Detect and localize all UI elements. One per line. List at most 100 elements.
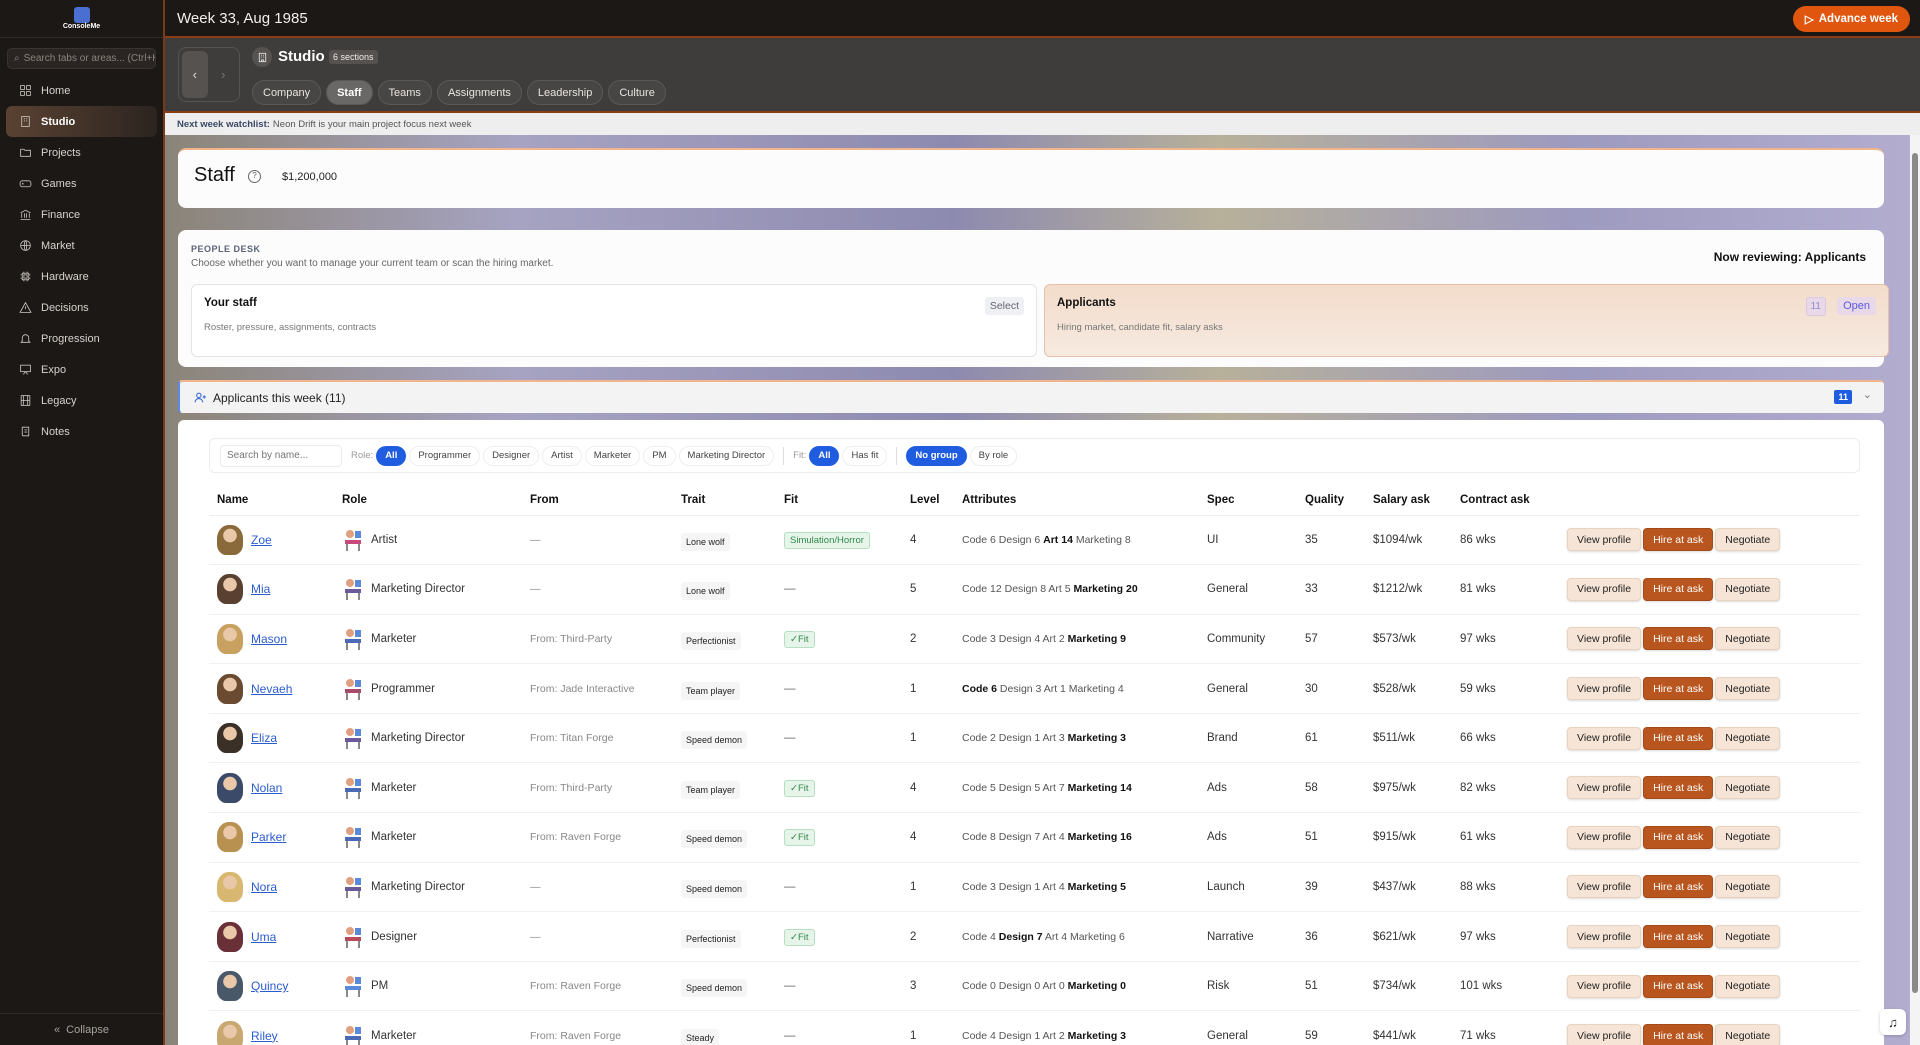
view-profile-button[interactable]: View profile [1567,726,1642,750]
forward-button[interactable]: › [221,67,226,82]
sidebar-item-notes[interactable]: Notes [6,416,157,447]
back-button[interactable]: ‹ [182,51,208,98]
chevron-down-icon[interactable]: ⌄ [1862,389,1872,401]
open-button[interactable]: Open [1837,297,1876,315]
hire-at-ask-button[interactable]: Hire at ask [1643,677,1714,701]
view-profile-button[interactable]: View profile [1567,925,1642,949]
top-bar: Week 33, Aug 1985 ▷ Advance week [165,0,1920,38]
negotiate-button[interactable]: Negotiate [1715,627,1781,651]
applicant-name-link[interactable]: Quincy [251,979,289,994]
sidebar-item-label: Notes [41,425,70,438]
tab-culture[interactable]: Culture [608,80,666,105]
tab-company[interactable]: Company [252,80,322,105]
applicant-name-link[interactable]: Parker [251,830,287,845]
applicants-section-header[interactable]: Applicants this week (11) 11 ⌄ [178,380,1884,413]
hire-at-ask-button[interactable]: Hire at ask [1643,974,1714,998]
hire-at-ask-button[interactable]: Hire at ask [1643,875,1714,899]
attributes-text: Code 5 Design 5 Art 7 Marketing 14 [962,781,1132,794]
trait-badge: Speed demon [681,879,748,898]
applicant-name-link[interactable]: Eliza [251,731,278,746]
sidebar-search-input[interactable]: ⌕ Search tabs or areas... (Ctrl+K) [7,48,156,69]
sidebar-item-expo[interactable]: Expo [6,354,157,385]
negotiate-button[interactable]: Negotiate [1715,925,1781,949]
search-by-name-input[interactable] [220,444,342,467]
hire-at-ask-button[interactable]: Hire at ask [1643,577,1714,601]
group-chip-no-group[interactable]: No group [906,445,967,466]
scrollbar[interactable] [1910,135,1920,1045]
sidebar-item-legacy[interactable]: Legacy [6,385,157,416]
role-chip-marketer[interactable]: Marketer [584,445,641,466]
tab-staff[interactable]: Staff [326,80,373,105]
hire-at-ask-button[interactable]: Hire at ask [1643,1024,1714,1045]
sidebar-item-home[interactable]: Home [6,75,157,106]
role-chip-marketing-director[interactable]: Marketing Director [678,445,775,466]
applicants-option[interactable]: Applicants Hiring market, candidate fit,… [1044,284,1889,357]
view-profile-button[interactable]: View profile [1567,974,1642,998]
advance-week-button[interactable]: ▷ Advance week [1792,6,1910,32]
column-header-level: Level [902,485,954,516]
collapse-button[interactable]: «Collapse [0,1013,163,1045]
applicant-name-link[interactable]: Mason [251,631,288,646]
negotiate-button[interactable]: Negotiate [1715,577,1781,601]
sidebar-item-market[interactable]: Market [6,230,157,261]
view-profile-button[interactable]: View profile [1567,627,1642,651]
scrollbar-thumb[interactable] [1912,153,1918,993]
fit-chip-has-fit[interactable]: Has fit [842,445,888,466]
tab-leadership[interactable]: Leadership [526,80,604,105]
tab-assignments[interactable]: Assignments [436,80,522,105]
view-profile-button[interactable]: View profile [1567,577,1642,601]
applicant-name-link[interactable]: Zoe [251,532,272,547]
sidebar-item-decisions[interactable]: Decisions [6,292,157,323]
negotiate-button[interactable]: Negotiate [1715,875,1781,899]
contract-cell: 86 wks [1452,515,1559,566]
negotiate-button[interactable]: Negotiate [1715,825,1781,849]
applicant-name-link[interactable]: Nora [251,879,278,894]
applicant-name-link[interactable]: Mia [251,582,271,597]
view-profile-button[interactable]: View profile [1567,776,1642,800]
fit-chip-all[interactable]: All [809,445,840,466]
role-chip-programmer[interactable]: Programmer [409,445,481,466]
view-profile-button[interactable]: View profile [1567,825,1642,849]
view-profile-button[interactable]: View profile [1567,528,1642,552]
help-icon[interactable]: ? [248,170,261,183]
sidebar-item-games[interactable]: Games [6,168,157,199]
negotiate-button[interactable]: Negotiate [1715,726,1781,750]
hire-at-ask-button[interactable]: Hire at ask [1643,925,1714,949]
applicant-name-link[interactable]: Nevaeh [251,681,293,696]
logo[interactable]: ConsoleMe [0,0,163,38]
view-profile-button[interactable]: View profile [1567,677,1642,701]
role-chip-artist[interactable]: Artist [542,445,582,466]
applicant-name-link[interactable]: Riley [251,1028,278,1043]
hire-at-ask-button[interactable]: Hire at ask [1643,627,1714,651]
role-chip-pm[interactable]: PM [643,445,676,466]
your-staff-option[interactable]: Your staff Roster, pressure, assignments… [191,284,1037,357]
applicant-name-link[interactable]: Uma [251,929,277,944]
negotiate-button[interactable]: Negotiate [1715,776,1781,800]
negotiate-button[interactable]: Negotiate [1715,974,1781,998]
role-text: Marketing Director [371,880,465,893]
hire-at-ask-button[interactable]: Hire at ask [1643,528,1714,552]
hire-at-ask-button[interactable]: Hire at ask [1643,776,1714,800]
music-button[interactable]: ♫ [1880,1009,1906,1035]
hire-at-ask-button[interactable]: Hire at ask [1643,825,1714,849]
sidebar-item-finance[interactable]: Finance [6,199,157,230]
avatar [217,574,243,605]
spec-cell: Narrative [1199,911,1297,962]
sidebar-item-progression[interactable]: Progression [6,323,157,354]
salary-cell: $441/wk [1365,1010,1452,1045]
negotiate-button[interactable]: Negotiate [1715,528,1781,552]
view-profile-button[interactable]: View profile [1567,1024,1642,1045]
applicant-name-link[interactable]: Nolan [251,780,283,795]
select-button[interactable]: Select [984,297,1024,315]
sidebar-item-studio[interactable]: Studio [6,106,157,137]
negotiate-button[interactable]: Negotiate [1715,1024,1781,1045]
sidebar-item-projects[interactable]: Projects [6,137,157,168]
role-chip-designer[interactable]: Designer [483,445,540,466]
view-profile-button[interactable]: View profile [1567,875,1642,899]
sidebar-item-hardware[interactable]: Hardware [6,261,157,292]
tab-teams[interactable]: Teams [377,80,432,105]
hire-at-ask-button[interactable]: Hire at ask [1643,726,1714,750]
negotiate-button[interactable]: Negotiate [1715,677,1781,701]
role-chip-all[interactable]: All [376,445,407,466]
group-chip-by-role[interactable]: By role [969,445,1018,466]
